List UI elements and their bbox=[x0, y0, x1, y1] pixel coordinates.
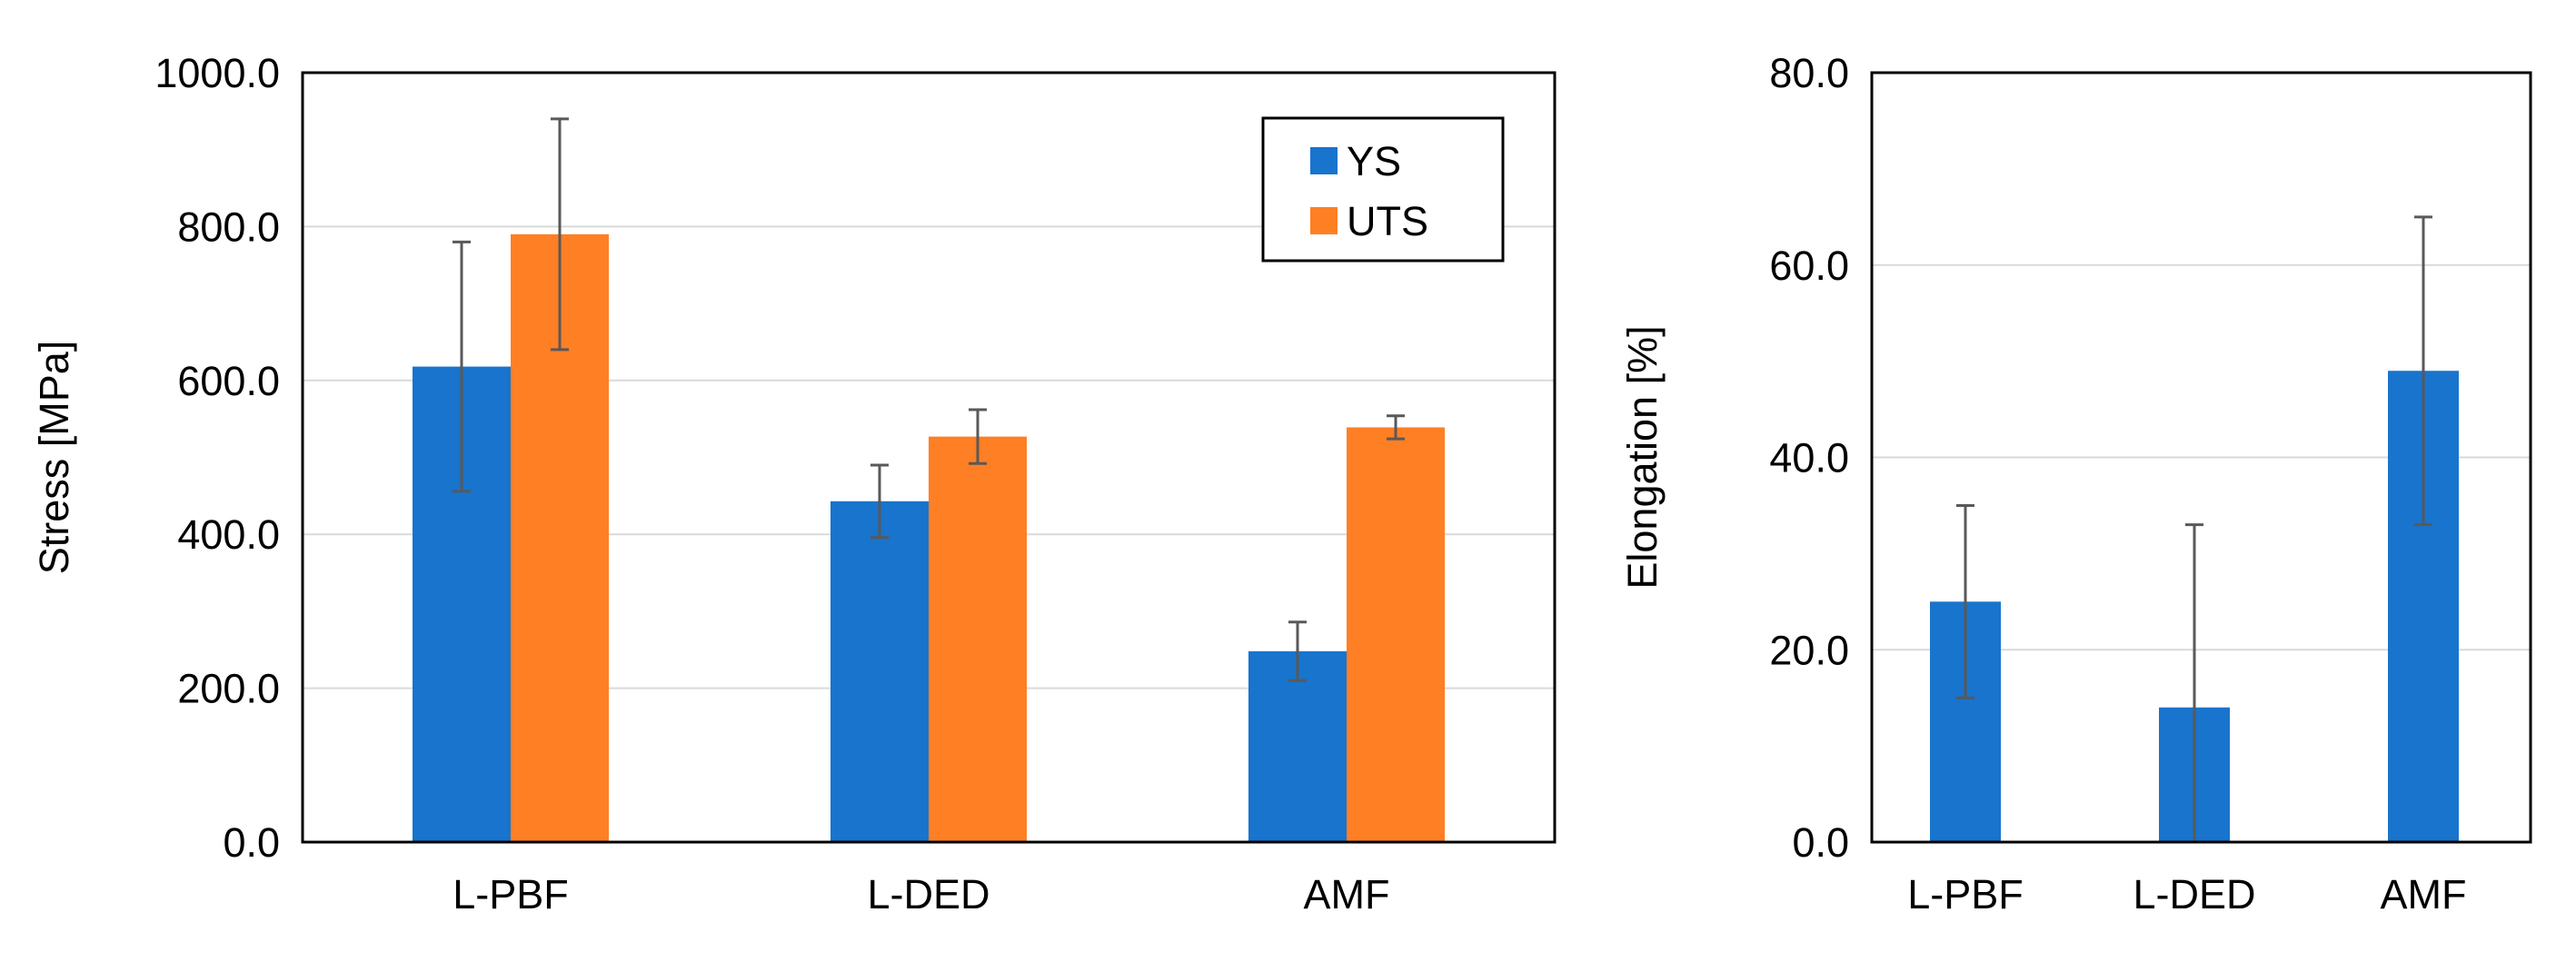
error-bars bbox=[453, 117, 1405, 682]
x-tick-label: AMF bbox=[1304, 871, 1390, 917]
y-tick-label: 20.0 bbox=[1769, 627, 1849, 673]
plot-frame bbox=[1870, 71, 2532, 844]
x-tick-label: L-PBF bbox=[453, 871, 569, 917]
y-tick-label: 0.0 bbox=[1792, 819, 1849, 866]
bars bbox=[413, 233, 1445, 843]
x-tick-label: AMF bbox=[2381, 871, 2467, 917]
elongation-chart: 0.0 20.0 40.0 60.0 80.0 Elongation [%] L-PBF L-… bbox=[1619, 50, 2532, 917]
y-tick-label: 200.0 bbox=[177, 666, 280, 712]
legend-label-uts: UTS bbox=[1347, 198, 1428, 244]
legend-label-ys: YS bbox=[1347, 138, 1401, 184]
error-bars bbox=[1956, 215, 2432, 844]
plot-frame bbox=[301, 71, 1557, 844]
y-tick-label: 0.0 bbox=[223, 819, 280, 866]
bar-uts-amf bbox=[1347, 427, 1445, 842]
x-tick-label: L-DED bbox=[2133, 871, 2255, 917]
y-tick-label: 40.0 bbox=[1769, 435, 1849, 481]
y-axis-title: Stress [MPa] bbox=[31, 341, 77, 575]
stress-chart: 0.0 200.0 400.0 600.0 800.0 1000.0 Stress [MPa… bbox=[31, 50, 1557, 917]
y-tick-label: 400.0 bbox=[177, 511, 280, 558]
y-tick-label: 60.0 bbox=[1769, 243, 1849, 289]
bar-ys-l-ded bbox=[830, 501, 929, 842]
x-tick-label: L-DED bbox=[867, 871, 990, 917]
y-tick-label: 1000.0 bbox=[154, 50, 280, 96]
legend: YS UTS bbox=[1261, 116, 1505, 263]
y-tick-labels: 0.0 200.0 400.0 600.0 800.0 1000.0 bbox=[154, 50, 280, 866]
y-tick-label: 80.0 bbox=[1769, 50, 1849, 96]
bar-uts-l-ded bbox=[929, 436, 1027, 842]
x-tick-label: L-PBF bbox=[1907, 871, 2024, 917]
y-tick-label: 800.0 bbox=[177, 203, 280, 250]
y-axis-title: Elongation [%] bbox=[1619, 325, 1666, 589]
y-tick-labels: 0.0 20.0 40.0 60.0 80.0 bbox=[1769, 50, 1849, 866]
legend-swatch-uts bbox=[1310, 207, 1338, 234]
y-tick-label: 600.0 bbox=[177, 358, 280, 404]
legend-swatch-ys bbox=[1310, 147, 1338, 174]
legend-box bbox=[1261, 116, 1505, 263]
bar-ys-amf bbox=[1248, 650, 1347, 842]
